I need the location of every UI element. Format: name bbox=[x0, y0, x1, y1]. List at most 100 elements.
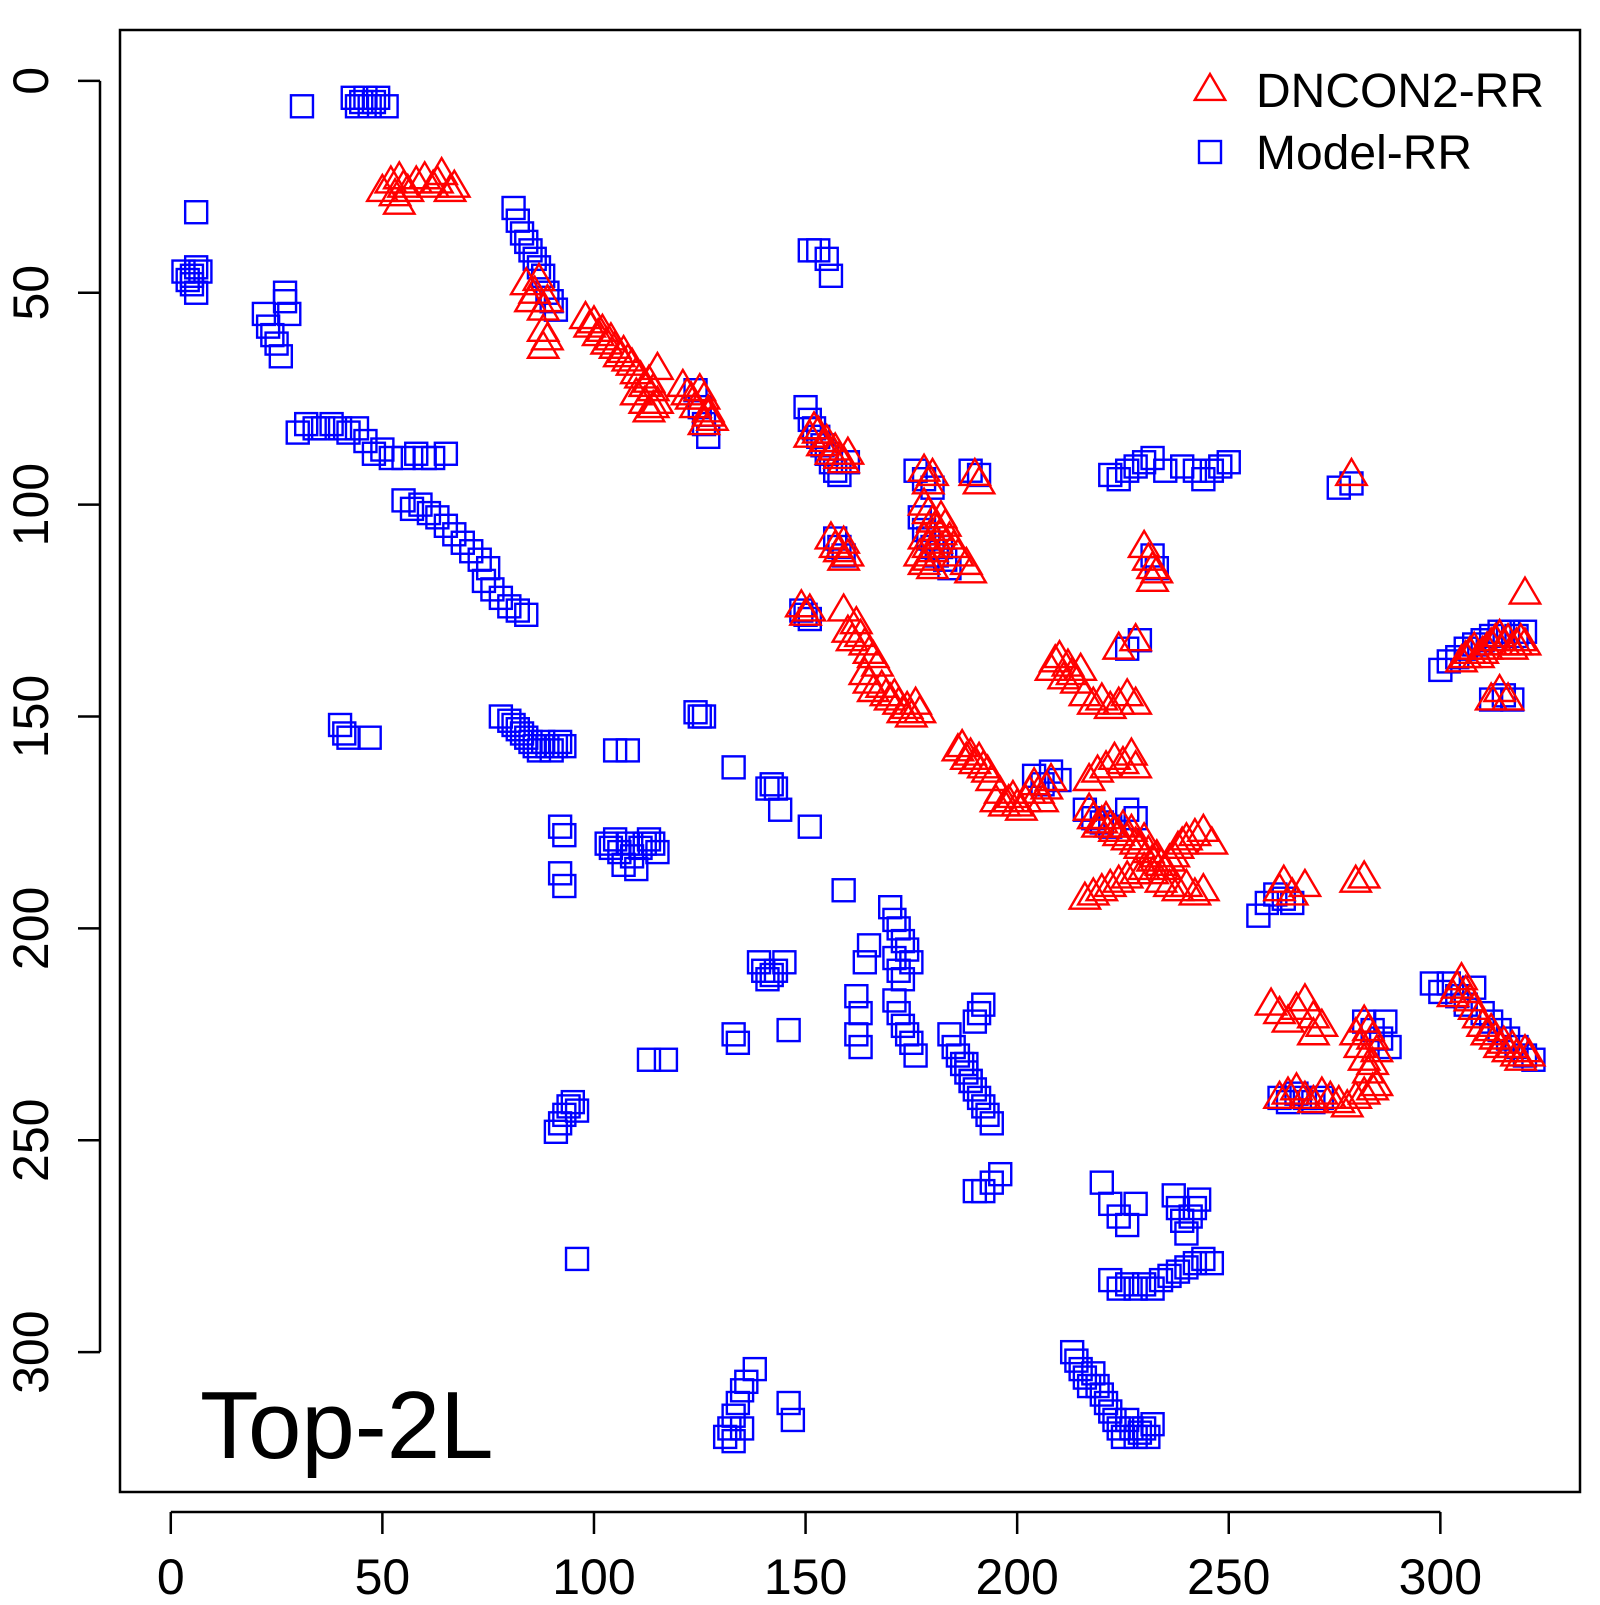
square-point bbox=[814, 246, 839, 272]
y-tick-label: 50 bbox=[3, 265, 59, 321]
triangle-point bbox=[437, 168, 472, 198]
square-point bbox=[183, 200, 209, 225]
triangle-point bbox=[940, 537, 976, 567]
square-point bbox=[763, 958, 789, 983]
square-point bbox=[1182, 1195, 1208, 1221]
square-point bbox=[712, 1424, 738, 1450]
triangle-point bbox=[1114, 736, 1149, 766]
square-point bbox=[1098, 1399, 1123, 1424]
square-point bbox=[1419, 971, 1445, 996]
triangle-point bbox=[589, 325, 624, 355]
square-point bbox=[844, 1022, 869, 1047]
triangle-point bbox=[1186, 871, 1221, 902]
square-point bbox=[560, 1089, 586, 1115]
triangle-point bbox=[1342, 1028, 1378, 1059]
square-point bbox=[1170, 454, 1195, 479]
triangle-point bbox=[585, 312, 620, 342]
triangle-point bbox=[1503, 621, 1539, 652]
square-point bbox=[1170, 1208, 1195, 1233]
square-point bbox=[1106, 466, 1131, 492]
triangle-point bbox=[953, 554, 988, 584]
triangle-point bbox=[1177, 876, 1213, 906]
square-point bbox=[433, 441, 459, 466]
square-point bbox=[962, 1009, 988, 1034]
triangle-point bbox=[631, 393, 667, 423]
square-point bbox=[721, 1022, 746, 1047]
square-point bbox=[552, 733, 577, 759]
square-point bbox=[899, 950, 924, 975]
square-point bbox=[806, 238, 831, 263]
square-point bbox=[547, 1111, 573, 1136]
square-point bbox=[1131, 1272, 1157, 1297]
triangle-point bbox=[1346, 859, 1382, 889]
square-point bbox=[1114, 1272, 1140, 1297]
square-point bbox=[450, 530, 475, 555]
square-point bbox=[505, 717, 530, 742]
square-point bbox=[552, 822, 577, 848]
square-point bbox=[1102, 1407, 1127, 1433]
square-point bbox=[966, 1000, 992, 1026]
square-point bbox=[433, 513, 459, 539]
triangle-point bbox=[826, 592, 861, 622]
triangle-point bbox=[1494, 630, 1530, 660]
square-point bbox=[459, 539, 484, 564]
triangle-point bbox=[1346, 1075, 1382, 1105]
square-point bbox=[556, 1094, 581, 1119]
panel-annotation: Top-2L bbox=[200, 1372, 494, 1479]
triangle-point bbox=[1262, 1079, 1297, 1110]
triangle-point bbox=[1063, 651, 1098, 682]
square-point bbox=[1085, 1373, 1110, 1399]
triangle-point bbox=[1076, 876, 1111, 906]
triangle-point bbox=[1042, 638, 1077, 669]
triangle-point bbox=[1033, 761, 1069, 792]
y-tick-label: 250 bbox=[3, 1099, 59, 1182]
square-point bbox=[899, 1030, 924, 1056]
triangle-point bbox=[927, 507, 963, 537]
square-point bbox=[183, 280, 209, 305]
square-point bbox=[310, 416, 336, 441]
square-point bbox=[374, 94, 399, 119]
square-point bbox=[501, 195, 526, 221]
triangle-point bbox=[1118, 621, 1153, 652]
triangle-point bbox=[1287, 982, 1323, 1012]
square-point bbox=[1140, 445, 1165, 471]
triangle-point bbox=[1084, 681, 1120, 711]
square-point bbox=[547, 729, 573, 755]
square-point bbox=[488, 704, 514, 729]
triangle-point bbox=[1135, 854, 1170, 885]
square-point bbox=[319, 411, 344, 437]
legend-item: DNCON2-RR bbox=[1192, 65, 1544, 118]
x-tick-label: 250 bbox=[1187, 1549, 1270, 1600]
square-point bbox=[480, 577, 505, 602]
square-point bbox=[975, 1102, 1000, 1128]
x-tick-label: 150 bbox=[764, 1549, 847, 1600]
triangle-point bbox=[1346, 1041, 1382, 1071]
triangle-point bbox=[1097, 812, 1132, 843]
y-tick-label: 200 bbox=[3, 887, 59, 970]
square-point bbox=[408, 492, 433, 517]
square-point bbox=[971, 1178, 996, 1204]
square-point bbox=[966, 1085, 992, 1111]
square-point bbox=[725, 1030, 751, 1056]
square-point bbox=[416, 500, 442, 526]
square-point bbox=[1436, 971, 1462, 996]
triangle-point bbox=[1490, 681, 1526, 711]
x-tick-label: 300 bbox=[1399, 1549, 1482, 1600]
triangle-point bbox=[695, 401, 730, 431]
triangle-point bbox=[424, 155, 459, 186]
square-point bbox=[962, 1077, 988, 1102]
triangle-point bbox=[1469, 1015, 1505, 1046]
triangle-point bbox=[1076, 685, 1111, 715]
square-point bbox=[742, 1356, 767, 1382]
triangle-point bbox=[1507, 626, 1543, 656]
triangle-point bbox=[635, 388, 671, 419]
square-point bbox=[882, 988, 907, 1013]
square-point bbox=[971, 1094, 996, 1119]
triangle-point bbox=[1334, 456, 1369, 487]
triangle-point bbox=[640, 384, 675, 415]
square-point bbox=[1140, 1411, 1165, 1437]
square-point bbox=[497, 594, 522, 619]
square-point bbox=[636, 1047, 662, 1072]
square-point bbox=[1246, 903, 1271, 928]
